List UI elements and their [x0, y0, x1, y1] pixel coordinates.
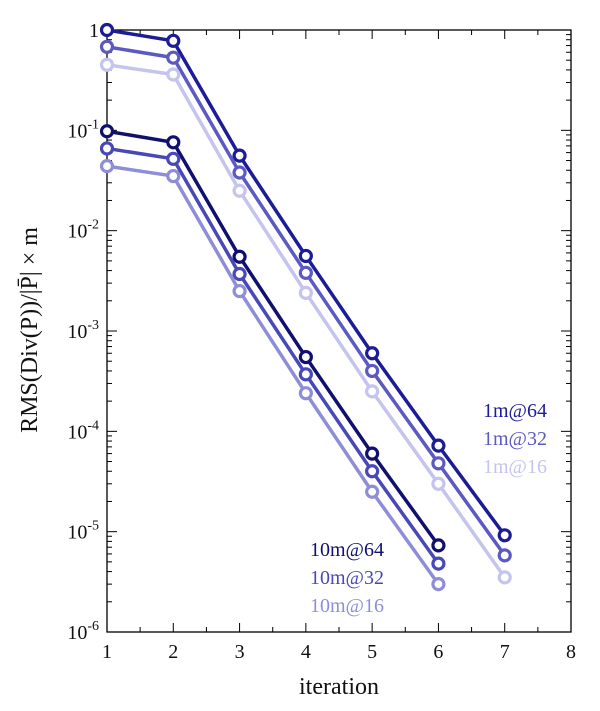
series-1m-16 — [99, 57, 512, 585]
x-tick-label: 5 — [367, 641, 377, 663]
x-tick-label: 1 — [102, 641, 112, 663]
data-point — [365, 446, 380, 461]
legend-entry: 10m@64 — [310, 539, 384, 561]
y-tick-label: 10-2 — [67, 218, 99, 243]
data-point — [99, 39, 115, 54]
legend: 1m@64 1m@32 1m@16 10m@64 10m@32 10m@16 — [310, 400, 547, 617]
data-point — [298, 265, 313, 280]
x-tick-label: 3 — [235, 641, 245, 663]
data-point — [232, 266, 247, 282]
data-point — [166, 135, 181, 150]
data-point — [99, 22, 115, 38]
data-point — [298, 349, 313, 365]
data-point — [232, 183, 247, 198]
data-point — [431, 456, 446, 471]
data-point — [431, 438, 446, 453]
x-tick-label: 7 — [500, 641, 510, 663]
y-tick-label: 1 — [89, 20, 99, 42]
legend-entry: 1m@64 — [483, 400, 547, 422]
data-point — [298, 386, 313, 401]
legend-entry: 10m@16 — [310, 595, 384, 617]
data-point — [166, 50, 181, 65]
legend-entry: 1m@32 — [483, 428, 547, 450]
data-point — [431, 476, 446, 491]
y-tick-label: 10-4 — [67, 418, 99, 443]
y-axis-title: RMS(Div(P))/|P̄| × m — [17, 227, 43, 433]
series-line — [106, 129, 440, 547]
series-line — [106, 146, 440, 565]
data-point — [232, 283, 247, 299]
data-point — [166, 151, 181, 166]
axes: 1 2 3 4 5 6 7 8 10-6 10-5 10-4 10-3 10-2 10-1 1 — [67, 20, 576, 663]
data-point — [497, 528, 512, 543]
data-point — [497, 570, 512, 585]
data-point — [232, 165, 247, 180]
data-point — [298, 285, 313, 300]
data-point — [99, 57, 115, 72]
y-tick-label: 10-1 — [67, 117, 99, 142]
data-point — [232, 148, 247, 163]
data-point — [166, 33, 181, 48]
series-10m-16 — [99, 159, 446, 592]
data-point — [365, 484, 380, 499]
legend-entry: 1m@16 — [483, 456, 547, 478]
series-line — [106, 164, 440, 586]
data-point — [166, 168, 181, 184]
y-tick-label: 10-3 — [67, 318, 99, 343]
series-line — [106, 45, 507, 557]
data-point — [166, 67, 181, 82]
legend-entry: 10m@32 — [310, 567, 384, 589]
data-point — [232, 249, 247, 264]
x-axis-title: iteration — [299, 674, 379, 700]
data-point — [365, 464, 380, 479]
data-point — [298, 367, 313, 382]
x-tick-label: 2 — [168, 641, 178, 663]
data-point — [365, 384, 380, 399]
x-tick-label: 4 — [301, 641, 311, 663]
y-tick-label: 10-5 — [67, 519, 99, 544]
data-point — [365, 363, 380, 379]
series-10m-64 — [99, 124, 446, 553]
data-point — [99, 141, 115, 156]
data-point — [431, 577, 446, 592]
x-tick-label: 8 — [566, 641, 576, 663]
x-tick-label: 6 — [433, 641, 443, 663]
series-group — [99, 22, 512, 592]
series-1m-64 — [99, 22, 512, 543]
data-point — [365, 346, 380, 361]
series-1m-32 — [99, 39, 512, 563]
data-point — [298, 248, 313, 264]
data-point — [431, 538, 446, 553]
data-point — [497, 548, 512, 563]
data-point — [99, 159, 115, 174]
data-point — [99, 124, 115, 139]
series-line — [106, 28, 507, 537]
y-tick-label: 10-6 — [67, 619, 99, 644]
series-10m-32 — [99, 141, 446, 571]
data-point — [431, 556, 446, 571]
